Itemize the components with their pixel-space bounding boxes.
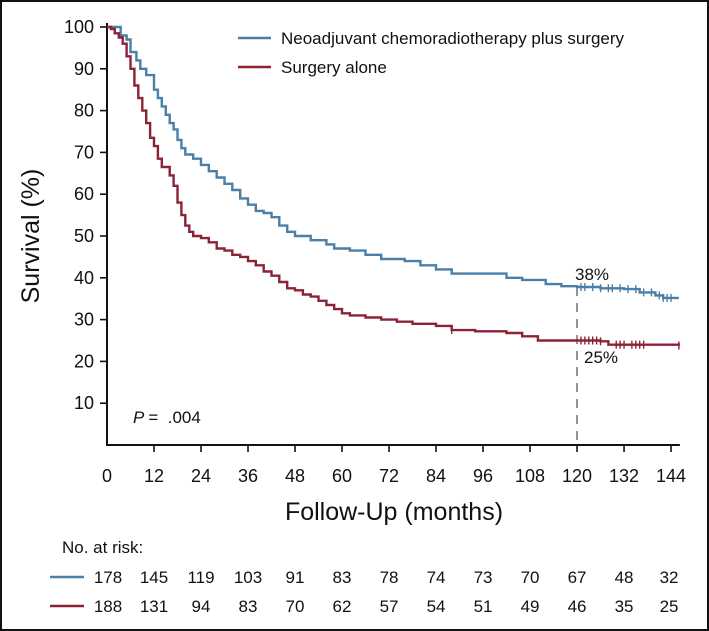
axes: 10 20 30 40 50 60 70 80 90 100 0 12 24 36 48 60 72 84 96 10… xyxy=(64,17,686,486)
survival-curve-chemoradiotherapy xyxy=(107,25,679,300)
x-tick-label: 120 xyxy=(562,466,592,486)
x-tick-label: 108 xyxy=(515,466,545,486)
legend-label-surgery-alone: Surgery alone xyxy=(281,58,387,77)
risk-count: 51 xyxy=(474,597,493,616)
y-tick-label: 100 xyxy=(64,17,94,37)
risk-count: 74 xyxy=(427,568,446,587)
y-axis-title: Survival (%) xyxy=(17,169,45,304)
x-tick-label: 36 xyxy=(238,466,258,486)
risk-count: 178 xyxy=(94,568,122,587)
x-tick-label: 84 xyxy=(426,466,446,486)
y-tick-label: 10 xyxy=(74,393,94,413)
y-tick-label: 20 xyxy=(74,351,94,371)
y-tick-label: 90 xyxy=(74,59,94,79)
x-tick-label: 144 xyxy=(656,466,686,486)
risk-count: 32 xyxy=(660,568,679,587)
p-value-annotation: P = .004 xyxy=(133,408,201,427)
risk-count: 103 xyxy=(234,568,262,587)
p-label: P xyxy=(133,408,145,427)
x-tick-label: 72 xyxy=(379,466,399,486)
risk-count: 49 xyxy=(521,597,540,616)
risk-count: 145 xyxy=(140,568,168,587)
curves xyxy=(107,25,681,350)
risk-count: 57 xyxy=(380,597,399,616)
risk-count: 67 xyxy=(568,568,587,587)
risk-count: 188 xyxy=(94,597,122,616)
y-tick-label: 50 xyxy=(74,226,94,246)
risk-count: 94 xyxy=(192,597,211,616)
survival-curve-surgery-alone xyxy=(107,25,681,346)
x-tick-label: 0 xyxy=(102,466,112,486)
risk-table: No. at risk: 178 145 119 103 91 83 78 74 73 70 67 4… xyxy=(50,538,679,616)
y-tick-label: 60 xyxy=(74,184,94,204)
risk-count: 46 xyxy=(568,597,587,616)
y-tick-label: 70 xyxy=(74,142,94,162)
risk-count: 35 xyxy=(615,597,634,616)
x-tick-label: 132 xyxy=(609,466,639,486)
risk-count: 54 xyxy=(427,597,446,616)
x-tick-label: 24 xyxy=(191,466,211,486)
x-tick-label: 60 xyxy=(332,466,352,486)
risk-count: 91 xyxy=(286,568,305,587)
y-tick-label: 30 xyxy=(74,310,94,330)
legend: Neoadjuvant chemoradiotherapy plus surge… xyxy=(238,29,625,77)
risk-count: 83 xyxy=(333,568,352,587)
risk-count: 73 xyxy=(474,568,493,587)
legend-label-chemoradiotherapy: Neoadjuvant chemoradiotherapy plus surge… xyxy=(281,29,625,48)
risk-count: 78 xyxy=(380,568,399,587)
x-tick-label: 96 xyxy=(473,466,493,486)
risk-count: 83 xyxy=(239,597,258,616)
risk-count: 25 xyxy=(660,597,679,616)
p-value: = .004 xyxy=(148,408,200,427)
risk-count: 131 xyxy=(140,597,168,616)
annotation-38-percent: 38% xyxy=(575,265,609,284)
annotations: P = .004 38% 25% xyxy=(133,265,618,427)
x-tick-label: 12 xyxy=(144,466,164,486)
annotation-25-percent: 25% xyxy=(584,348,618,367)
risk-count: 70 xyxy=(286,597,305,616)
y-tick-label: 40 xyxy=(74,268,94,288)
risk-table-title: No. at risk: xyxy=(62,538,143,557)
risk-count: 48 xyxy=(615,568,634,587)
risk-count: 62 xyxy=(333,597,352,616)
risk-count: 70 xyxy=(521,568,540,587)
y-tick-label: 80 xyxy=(74,101,94,121)
x-tick-label: 48 xyxy=(285,466,305,486)
risk-count: 119 xyxy=(187,568,214,587)
x-axis-title: Follow-Up (months) xyxy=(285,498,503,526)
